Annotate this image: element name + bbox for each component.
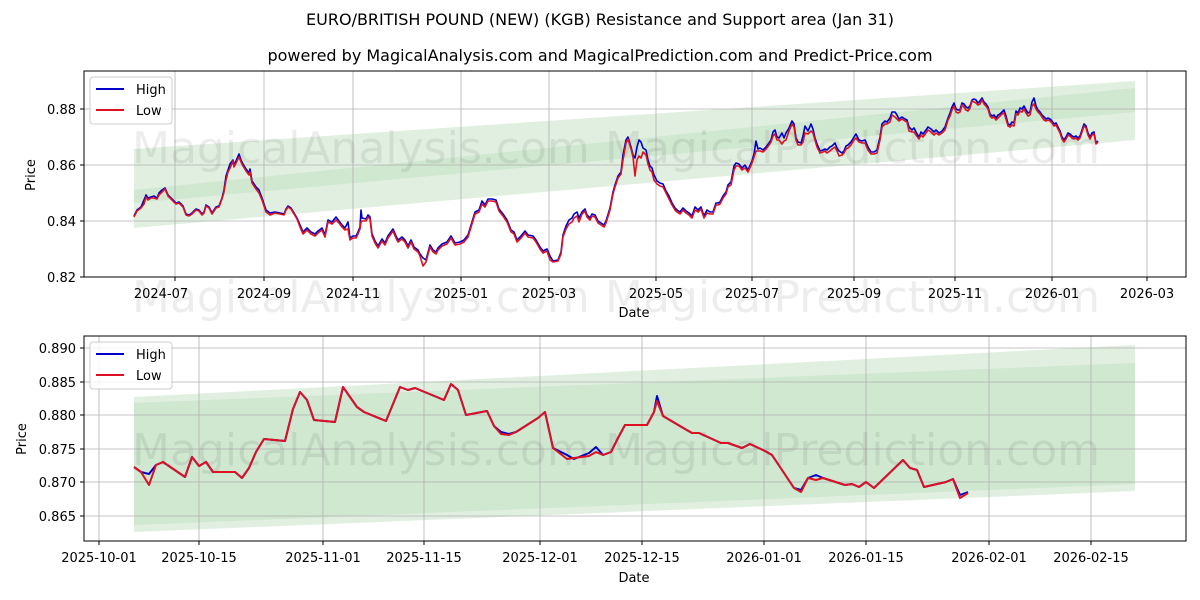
top-y-ticks: 0.88 0.86 0.84 0.82 (47, 103, 84, 286)
bottom-x-tick-label: 2026-02-15 (1053, 551, 1129, 566)
top-y-tick-label: 0.88 (47, 103, 76, 118)
bottom-x-tick-label: 2026-02-01 (951, 551, 1027, 566)
bottom-axes-frame (83, 335, 1187, 542)
top-x-tick-label: 2024-11 (326, 287, 380, 302)
top-y-tick-label: 0.86 (47, 159, 76, 174)
top-x-tick-label: 2026-01 (1025, 287, 1079, 302)
bottom-x-tick-label: 2025-10-01 (61, 551, 137, 566)
top-x-tick-label: 2026-03 (1120, 287, 1174, 302)
bottom-y-ticks: 0.890 0.885 0.880 0.875 0.870 0.865 (39, 342, 84, 525)
top-x-tick-label: 2024-07 (134, 287, 188, 302)
bottom-x-ticks: 2025-10-01 2025-10-15 2025-11-01 2025-11… (61, 541, 1129, 566)
bottom-x-tick-label: 2025-12-01 (502, 551, 578, 566)
bottom-x-tick-label: 2025-12-15 (604, 551, 680, 566)
bottom-y-tick-label: 0.880 (39, 409, 76, 424)
bottom-y-tick-label: 0.870 (39, 476, 76, 491)
top-x-tick-label: 2025-09 (827, 287, 881, 302)
bottom-x-tick-label: 2025-11-01 (285, 551, 361, 566)
top-y-tick-label: 0.82 (47, 271, 76, 286)
chart-title: EURO/BRITISH POUND (NEW) (KGB) Resistanc… (306, 10, 894, 29)
watermark-magicalanalysis-2: MagicalAnalysis.com (132, 272, 590, 323)
top-x-tick-label: 2025-05 (629, 287, 683, 302)
bottom-y-axis-label: Price (15, 423, 30, 455)
bottom-y-tick-label: 0.865 (39, 510, 76, 525)
top-support-resistance-bands (134, 81, 1135, 228)
bottom-grid (84, 336, 1186, 541)
bottom-x-tick-label: 2026-01-01 (726, 551, 802, 566)
top-x-tick-label: 2025-07 (725, 287, 779, 302)
top-high-line (133, 97, 1099, 262)
top-y-tick-label: 0.84 (47, 215, 76, 230)
bottom-low-line (133, 383, 969, 499)
chart-subtitle: powered by MagicalAnalysis.com and Magic… (267, 46, 933, 65)
bottom-x-tick-label: 2026-01-15 (828, 551, 904, 566)
top-chart: MagicalAnalysis.com MagicalPrediction.co… (24, 70, 1187, 323)
top-grid (84, 71, 1186, 277)
bottom-inner-band (134, 363, 1135, 525)
top-low-line (133, 99, 1099, 267)
top-legend: High Low (89, 76, 173, 125)
bottom-x-axis-label: Date (618, 571, 649, 586)
watermark-magicalanalysis: MagicalAnalysis.com (132, 123, 590, 174)
legend-high-label: High (136, 348, 166, 363)
bottom-x-tick-label: 2025-10-15 (161, 551, 237, 566)
bottom-x-tick-label: 2025-11-15 (386, 551, 462, 566)
watermark-magicalprediction-2: MagicalPrediction.com (605, 272, 1100, 323)
legend-high-label: High (136, 83, 166, 98)
top-x-tick-label: 2025-03 (522, 287, 576, 302)
top-x-axis-label: Date (618, 306, 649, 321)
bottom-chart: MagicalAnalysis.com MagicalPrediction.co… (15, 335, 1187, 586)
top-x-ticks: 2024-07 2024-09 2024-11 2025-01 2025-03 … (134, 277, 1174, 302)
watermark-magicalanalysis-3: MagicalAnalysis.com (132, 425, 590, 476)
bottom-y-tick-label: 0.890 (39, 342, 76, 357)
watermark-magicalprediction-3: MagicalPrediction.com (605, 425, 1100, 476)
top-axes-frame (83, 70, 1187, 278)
bottom-legend: High Low (89, 341, 173, 390)
legend-low-label: Low (136, 369, 162, 384)
legend-low-label: Low (136, 104, 162, 119)
top-y-axis-label: Price (24, 159, 39, 191)
bottom-y-tick-label: 0.885 (39, 376, 76, 391)
watermark-magicalprediction: MagicalPrediction.com (605, 123, 1100, 174)
top-inner-band (134, 88, 1135, 203)
top-x-tick-label: 2025-01 (434, 287, 488, 302)
bottom-support-resistance-bands (134, 345, 1135, 532)
bottom-y-tick-label: 0.875 (39, 443, 76, 458)
top-x-tick-label: 2024-09 (237, 287, 291, 302)
top-x-tick-label: 2025-11 (928, 287, 982, 302)
